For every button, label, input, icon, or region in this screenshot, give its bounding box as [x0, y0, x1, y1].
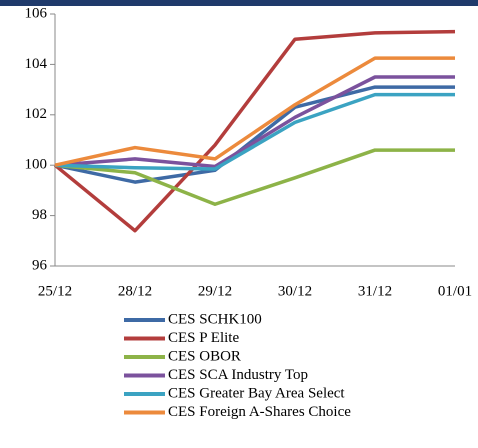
x-tick-label: 30/12: [278, 283, 312, 299]
x-tick-label: 29/12: [198, 283, 232, 299]
series-line: [54, 56, 455, 167]
legend-label: CES P Elite: [168, 330, 239, 346]
y-tick-label: 104: [25, 56, 48, 72]
y-tick-label: 100: [25, 157, 48, 173]
series-line: [54, 148, 455, 207]
series-line: [54, 92, 455, 171]
legend-label: CES Foreign A-Shares Choice: [168, 404, 351, 420]
y-tick-label: 96: [32, 257, 48, 273]
x-tick-label: 31/12: [358, 283, 392, 299]
legend-label: CES Greater Bay Area Select: [168, 385, 345, 401]
x-tick-label: 28/12: [118, 283, 152, 299]
header-bar: [0, 0, 478, 6]
legend-label: CES SCHK100: [168, 311, 262, 327]
y-tick-label: 98: [32, 207, 47, 223]
y-tick-label: 106: [25, 5, 48, 21]
series-line: [53, 29, 456, 233]
series-line: [54, 85, 455, 184]
legend-label: CES SCA Industry Top: [168, 367, 308, 383]
x-tick-label: 01/01: [438, 283, 472, 299]
series-line: [54, 75, 455, 169]
y-tick-label: 102: [25, 106, 48, 122]
x-tick-label: 25/12: [38, 283, 72, 299]
legend-label: CES OBOR: [168, 348, 241, 364]
